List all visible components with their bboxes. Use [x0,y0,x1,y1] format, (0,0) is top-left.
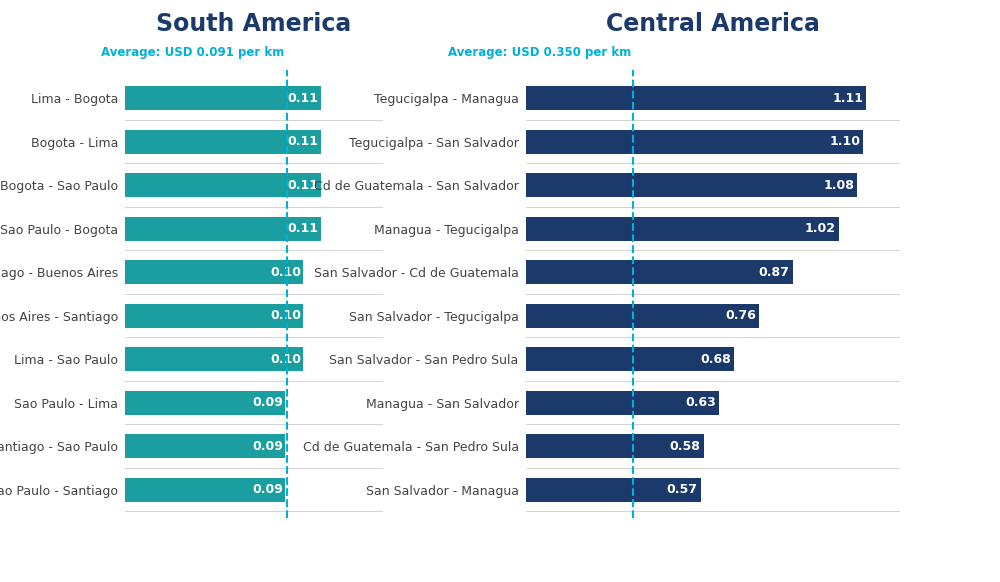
Bar [125,217,321,240]
Text: 0.10: 0.10 [270,309,301,322]
Text: 0.58: 0.58 [670,439,701,453]
Bar [526,434,704,458]
Text: 0.63: 0.63 [685,396,716,409]
Text: 0.68: 0.68 [701,353,731,365]
Bar [125,173,321,197]
Text: 0.11: 0.11 [288,135,319,148]
Text: Average: USD 0.350 per km: Average: USD 0.350 per km [448,46,631,59]
Bar [526,173,857,197]
Text: 1.02: 1.02 [805,222,836,235]
Bar [125,130,321,154]
Text: 0.11: 0.11 [288,222,319,235]
Bar [125,304,303,328]
Bar [526,86,866,110]
Bar [125,260,303,284]
Text: 0.10: 0.10 [270,265,301,279]
Bar [526,260,793,284]
Bar [125,391,285,414]
Bar [125,347,303,371]
Text: 1.10: 1.10 [829,135,860,148]
Bar [125,434,285,458]
Text: 1.11: 1.11 [832,91,863,105]
Title: Central America: Central America [606,12,820,36]
Text: 0.76: 0.76 [725,309,756,322]
Text: 0.11: 0.11 [288,179,319,191]
Bar [526,478,701,502]
Bar [526,347,734,371]
Bar [526,304,759,328]
Bar [526,391,719,414]
Text: 0.11: 0.11 [288,91,319,105]
Bar [526,130,863,154]
Text: 0.10: 0.10 [270,353,301,365]
Text: 0.87: 0.87 [759,265,790,279]
Bar [526,217,839,240]
Text: 0.09: 0.09 [252,439,283,453]
Title: South America: South America [156,12,352,36]
Text: Average: USD 0.091 per km: Average: USD 0.091 per km [101,46,284,59]
Text: 0.09: 0.09 [252,483,283,496]
Text: 1.08: 1.08 [823,179,854,191]
Bar [125,86,321,110]
Text: 0.57: 0.57 [667,483,698,496]
Text: 0.09: 0.09 [252,396,283,409]
Bar [125,478,285,502]
